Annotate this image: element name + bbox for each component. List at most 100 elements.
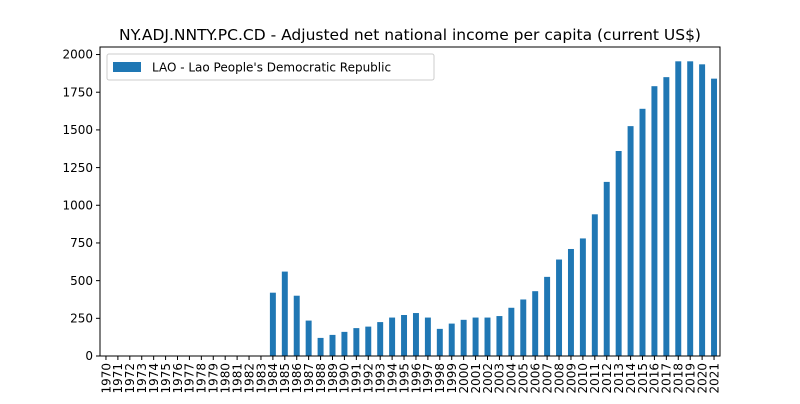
legend-label: LAO - Lao People's Democratic Republic	[152, 61, 391, 75]
bar-1993	[377, 322, 384, 356]
bar-2017	[663, 77, 670, 357]
x-tick-label: 1990	[338, 363, 352, 394]
y-axis: 0 250 500 750 1000 1250 1500 1750 2000	[62, 48, 100, 363]
bar-1998	[436, 328, 443, 356]
bar-1991	[353, 328, 360, 356]
bar-1986	[293, 295, 300, 356]
x-tick-label: 2012	[600, 363, 614, 394]
bar-1985	[281, 271, 288, 356]
bar-2020	[699, 64, 706, 356]
bar-2007	[544, 276, 551, 356]
bar-2001	[472, 317, 479, 356]
bar-1999	[448, 323, 455, 356]
bar-1984	[269, 292, 276, 356]
bar-2018	[675, 61, 682, 356]
x-tick-label: 2001	[469, 363, 483, 394]
x-tick-label: 2018	[672, 363, 686, 394]
x-tick-label: 1980	[218, 363, 232, 394]
x-tick-label: 1981	[230, 363, 244, 394]
legend-swatch	[113, 62, 141, 72]
x-tick-label: 1978	[195, 363, 209, 394]
x-tick-label: 1988	[314, 363, 328, 394]
x-tick-label: 1999	[445, 363, 459, 394]
bar-1994	[389, 317, 396, 356]
x-tick-label: 2014	[624, 363, 638, 394]
bar-2013	[615, 151, 622, 356]
x-tick-label: 2017	[660, 363, 674, 394]
x-tick-label: 1979	[207, 363, 221, 394]
y-tick-label: 1000	[62, 198, 93, 212]
y-tick-label: 1750	[62, 85, 93, 99]
x-tick-label: 2003	[493, 363, 507, 394]
bar-2003	[496, 316, 503, 356]
y-tick-label: 750	[70, 236, 93, 250]
x-tick-label: 2000	[457, 363, 471, 394]
bar-2021	[711, 78, 718, 357]
x-tick-label: 2006	[528, 363, 542, 394]
bar-1990	[341, 331, 348, 356]
x-tick-label: 1977	[183, 363, 197, 394]
x-tick-label: 1970	[99, 363, 113, 394]
x-tick-label: 1993	[373, 363, 387, 394]
x-tick-label: 1973	[135, 363, 149, 394]
x-tick-label: 2002	[481, 363, 495, 394]
bar-2009	[567, 248, 574, 356]
y-tick-label: 2000	[62, 48, 93, 62]
y-tick-label: 1500	[62, 123, 93, 137]
x-tick-label: 1998	[433, 363, 447, 394]
x-tick-label: 1991	[350, 363, 364, 394]
x-tick-label: 2004	[505, 363, 519, 394]
x-tick-label: 1984	[266, 363, 280, 394]
bar-2006	[532, 291, 539, 356]
bar-2000	[460, 319, 467, 356]
bar-1997	[424, 317, 431, 356]
bar-2019	[687, 61, 694, 356]
x-tick-label: 1995	[397, 363, 411, 394]
bar-1995	[401, 315, 408, 356]
plot-area-frame	[99, 46, 721, 357]
x-tick-label: 1976	[171, 363, 185, 394]
x-tick-label: 1992	[362, 363, 376, 394]
x-tick-label: 1972	[123, 363, 137, 394]
x-tick-label: 2005	[517, 363, 531, 394]
x-tick-label: 1985	[278, 363, 292, 394]
bar-2015	[639, 108, 646, 356]
x-tick-label: 2020	[695, 363, 709, 394]
x-tick-label: 2009	[564, 363, 578, 394]
bar-2011	[591, 214, 598, 356]
x-tick-label: 2019	[683, 363, 697, 394]
bar-1996	[412, 313, 419, 356]
x-tick-label: 1994	[385, 363, 399, 394]
bar-2004	[508, 307, 515, 356]
bar-1992	[365, 326, 372, 356]
x-tick-label: 1971	[111, 363, 125, 394]
x-tick-label: 1989	[326, 363, 340, 394]
x-tick-label: 2015	[636, 363, 650, 394]
x-tick-label: 1996	[409, 363, 423, 394]
x-tick-label: 2007	[540, 363, 554, 394]
y-tick-label: 250	[70, 312, 93, 326]
x-tick-label: 1986	[290, 363, 304, 394]
legend: LAO - Lao People's Democratic Republic	[106, 53, 435, 81]
bar-1989	[329, 334, 336, 356]
x-tick-label: 1997	[421, 363, 435, 394]
x-tick-label: 1974	[147, 363, 161, 394]
x-tick-label: 2021	[707, 363, 721, 394]
legend-box	[106, 53, 435, 81]
chart-title: NY.ADJ.NNTY.PC.CD - Adjusted net nationa…	[119, 26, 701, 44]
bar-2016	[651, 86, 658, 356]
bar-2010	[579, 238, 586, 356]
bars-group	[269, 61, 718, 357]
bar-1987	[305, 320, 312, 356]
y-tick-label: 0	[85, 349, 93, 363]
x-tick-label: 1987	[302, 363, 316, 394]
bar-2005	[520, 299, 527, 356]
x-tick-label: 2016	[648, 363, 662, 394]
x-tick-label: 1982	[242, 363, 256, 394]
y-tick-label: 500	[70, 274, 93, 288]
y-tick-label: 1250	[62, 161, 93, 175]
x-axis: 1970197119721973197419751976197719781979…	[99, 356, 721, 394]
x-tick-label: 1975	[159, 363, 173, 394]
